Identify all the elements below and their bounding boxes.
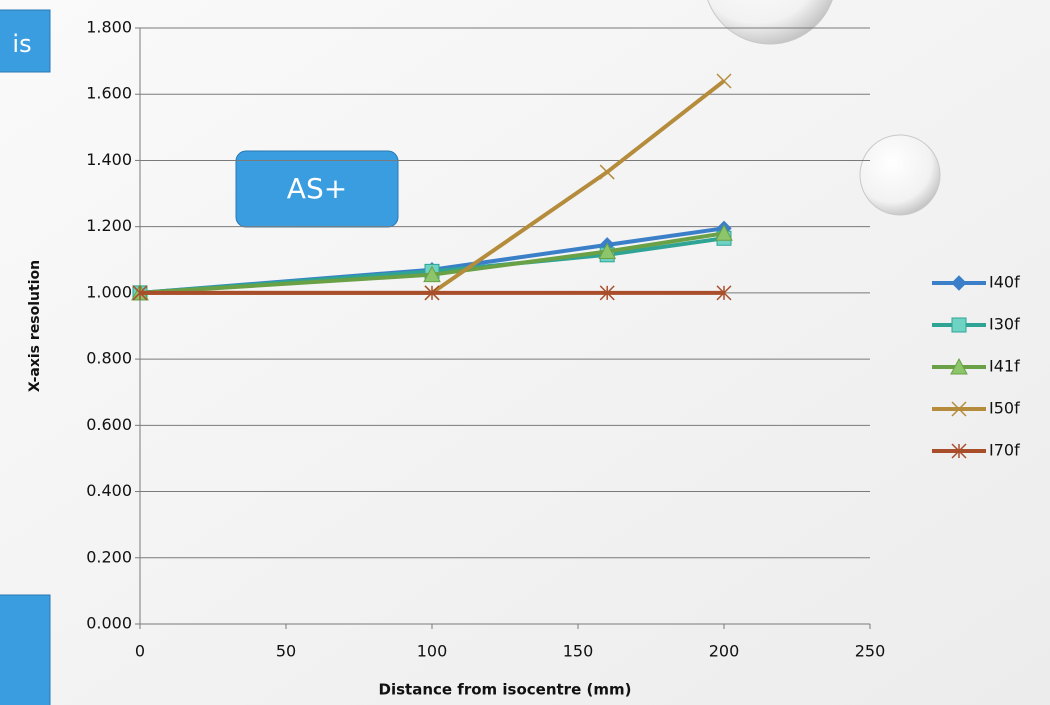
annotation: AS+ (287, 172, 347, 205)
y-axis-title: X-axis resolution (27, 260, 43, 392)
legend-label: I70f (989, 441, 1020, 460)
x-tick-label: 200 (709, 642, 740, 661)
x-tick-label: 250 (855, 642, 886, 661)
legend-label: I41f (989, 357, 1020, 376)
y-tick-label: 1.800 (86, 18, 132, 37)
y-tick-label: 0.600 (86, 415, 132, 434)
decor-bubble (860, 135, 940, 215)
background (0, 0, 1050, 705)
y-tick-label: 1.000 (86, 282, 132, 301)
x-tick-label: 50 (276, 642, 296, 661)
x-axis-title: Distance from isocentre (mm) (379, 681, 632, 699)
y-tick-label: 0.400 (86, 481, 132, 500)
marker (952, 318, 966, 332)
y-tick-label: 1.200 (86, 216, 132, 235)
y-tick-label: 1.600 (86, 84, 132, 103)
y-tick-label: 0.800 (86, 349, 132, 368)
legend-label: I30f (989, 315, 1020, 334)
x-tick-label: 100 (417, 642, 448, 661)
legend-label: I40f (989, 273, 1020, 292)
x-tick-label: 150 (563, 642, 594, 661)
y-tick-label: 1.400 (86, 150, 132, 169)
legend-label: I50f (989, 399, 1020, 418)
y-tick-label: 0.200 (86, 547, 132, 566)
slide: is AS+ X-axis resolution Distance from i… (0, 0, 1050, 705)
y-tick-label: 0.000 (86, 614, 132, 633)
annotation: is (12, 30, 31, 58)
x-tick-label: 0 (135, 642, 145, 661)
decor-box (0, 595, 50, 705)
